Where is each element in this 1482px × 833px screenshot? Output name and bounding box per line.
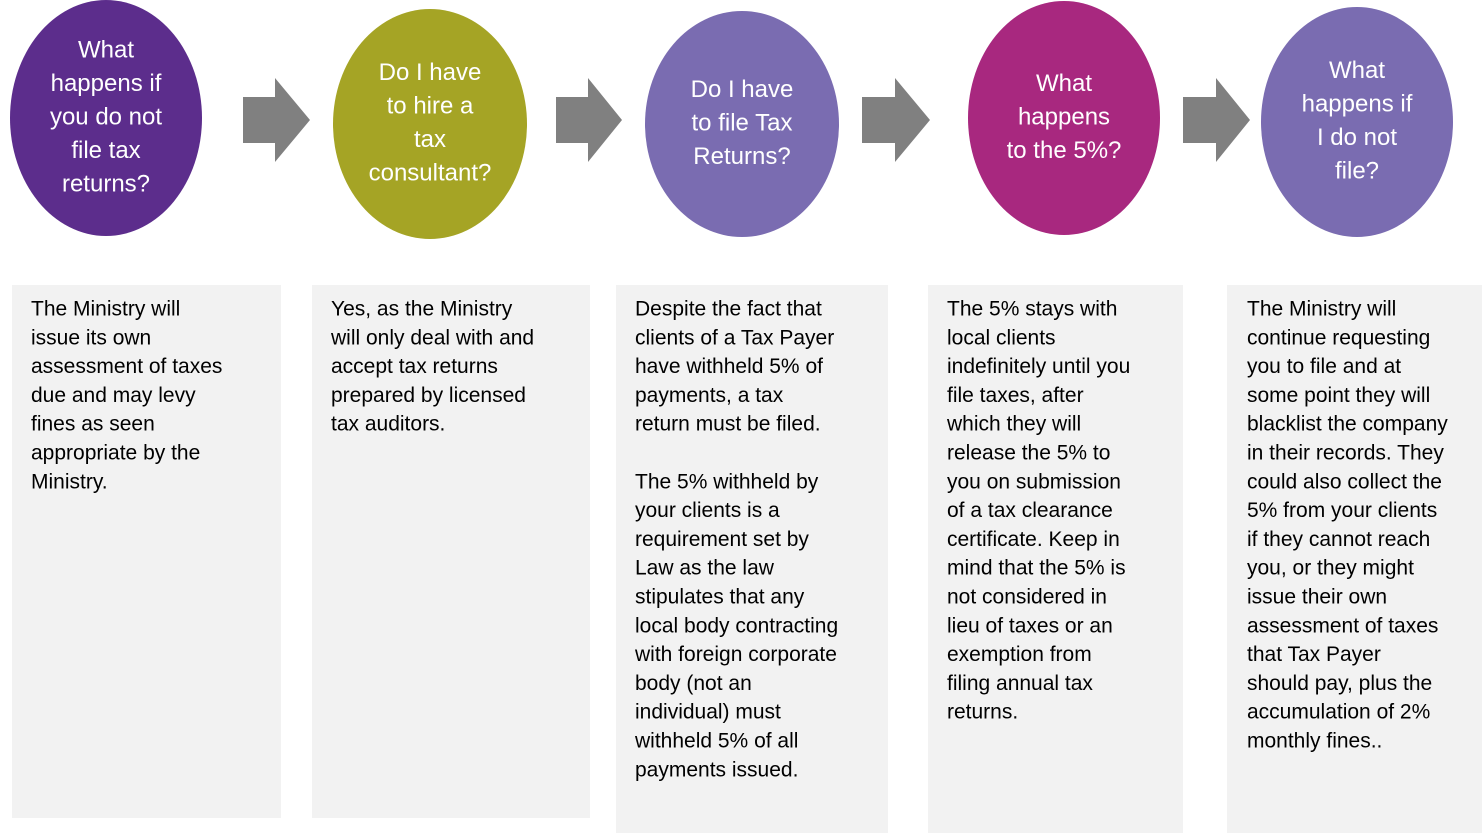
answer-line: filing annual tax [947, 672, 1093, 695]
question-line: What [1036, 70, 1092, 97]
answer-line: payments, a tax [635, 384, 784, 407]
question-line: consultant? [369, 160, 492, 187]
answer-line: The 5% withheld by [635, 470, 819, 493]
arrow [862, 78, 930, 162]
answer-line: assessment of taxes [31, 355, 222, 378]
question-line: I do not [1317, 124, 1397, 151]
answer-line: appropriate by the [31, 442, 200, 465]
answer-line: issue its own [31, 326, 151, 349]
question-bubble [10, 0, 202, 236]
arrows [243, 78, 1250, 162]
answer-line: issue their own [1247, 586, 1387, 609]
answer-line: should pay, plus the [1247, 672, 1432, 695]
answer-line: requirement set by [635, 528, 809, 551]
answer-line: prepared by licensed [331, 384, 526, 407]
question-line: to hire a [387, 93, 474, 120]
answer-line: The Ministry will [31, 298, 180, 321]
answer-line: monthly fines.. [1247, 730, 1382, 753]
answer-line: The 5% stays with [947, 298, 1117, 321]
answer-line: The Ministry will [1247, 298, 1396, 321]
answer-line: of a tax clearance [947, 499, 1113, 522]
answer-line: mind that the 5% is [947, 557, 1126, 580]
answer-line: accept tax returns [331, 355, 498, 378]
answer-line: 5% from your clients [1247, 499, 1437, 522]
question-line: tax [414, 126, 446, 153]
answer-line: assessment of taxes [1247, 614, 1438, 637]
answer-line: have withheld 5% of [635, 355, 823, 378]
answer-box [616, 285, 888, 833]
answer-line: Ministry. [31, 470, 108, 493]
answer-line: tax auditors. [331, 413, 445, 436]
answer-line: payments issued. [635, 758, 798, 781]
answer-box [1227, 285, 1482, 833]
answer-line: not considered in [947, 586, 1107, 609]
question-line: returns? [62, 170, 150, 197]
answer-line: return must be filed. [635, 413, 821, 436]
answer-line: file taxes, after [947, 384, 1084, 407]
answer-line: you to file and at [1247, 355, 1401, 378]
answer-box [312, 285, 590, 818]
answer-line: local body contracting [635, 614, 838, 637]
question-line: happens [1018, 103, 1110, 130]
answer-line: clients of a Tax Payer [635, 326, 834, 349]
answer-line: individual) must [635, 701, 781, 724]
answer-line: blacklist the company [1247, 413, 1448, 436]
answer-line: continue requesting [1247, 326, 1430, 349]
answer-line: local clients [947, 326, 1056, 349]
answer-line: accumulation of 2% [1247, 701, 1430, 724]
answer-box [928, 285, 1183, 833]
question-bubble [645, 11, 839, 237]
answer-line: if they cannot reach [1247, 528, 1430, 551]
question-line: What [78, 36, 134, 63]
answer-line: that Tax Payer [1247, 643, 1381, 666]
answer-line: stipulates that any [635, 586, 805, 609]
question-line: Do I have [379, 59, 482, 86]
answer-line: release the 5% to [947, 442, 1110, 465]
question-line: file? [1335, 158, 1379, 185]
question-line: Returns? [693, 143, 790, 170]
arrow [556, 78, 622, 162]
question-line: to the 5%? [1007, 137, 1122, 164]
answer-line: body (not an [635, 672, 752, 695]
answer-line: you on submission [947, 470, 1121, 493]
answer-line: lieu of taxes or an [947, 614, 1113, 637]
answer-line: some point they will [1247, 384, 1430, 407]
question-line: What [1329, 57, 1385, 84]
answer-line: which they will [946, 413, 1081, 436]
answer-line: Despite the fact that [635, 298, 822, 321]
answer-line: returns. [947, 701, 1018, 724]
arrow [1183, 78, 1250, 162]
answer-line: exemption from [947, 643, 1092, 666]
question-line: to file Tax [692, 109, 793, 136]
question-bubble [1261, 7, 1453, 237]
question-line: you do not [50, 103, 162, 130]
answer-line: your clients is a [635, 499, 780, 522]
answer-line: will only deal with and [330, 326, 534, 349]
answer-line: due and may levy [31, 384, 196, 407]
answer-line: in their records. They [1247, 442, 1444, 465]
answer-line: indefinitely until you [947, 355, 1130, 378]
answer-box [12, 285, 281, 818]
answer-line: certificate. Keep in [947, 528, 1120, 551]
answer-line: fines as seen [31, 413, 155, 436]
question-line: file tax [71, 137, 140, 164]
question-line: happens if [51, 70, 162, 97]
arrow [243, 78, 310, 162]
answer-line: with foreign corporate [634, 643, 837, 666]
question-bubble [333, 9, 527, 239]
answer-line: withheld 5% of all [634, 730, 798, 753]
answer-line: Law as the law [635, 557, 775, 580]
question-line: Do I have [691, 76, 794, 103]
answer-line: you, or they might [1247, 557, 1414, 580]
question-bubble [968, 1, 1160, 235]
question-line: happens if [1302, 91, 1413, 118]
answer-line: Yes, as the Ministry [331, 298, 513, 321]
answer-line: could also collect the [1247, 470, 1442, 493]
